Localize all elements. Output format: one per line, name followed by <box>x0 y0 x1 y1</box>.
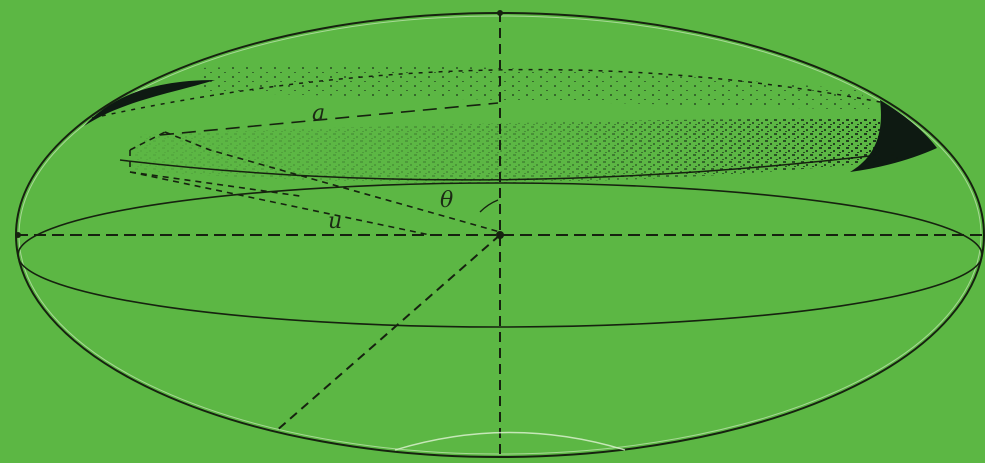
left-pole-point <box>15 232 21 238</box>
equator-ellipse <box>17 182 983 328</box>
label-a: a <box>312 101 325 126</box>
top-pole-point <box>497 10 503 16</box>
theta-arc <box>479 199 499 213</box>
bottom-faint-arc <box>394 431 626 451</box>
radius-a-line <box>159 102 499 136</box>
label-u: u <box>328 209 342 234</box>
left-cap-shadow <box>84 80 215 126</box>
speckle-shading-light <box>200 65 870 110</box>
center-point <box>496 231 504 239</box>
diagonal-line <box>274 234 501 433</box>
tilted-slab <box>129 131 501 236</box>
speckle-shading <box>130 118 900 183</box>
label-theta: θ <box>440 188 453 213</box>
